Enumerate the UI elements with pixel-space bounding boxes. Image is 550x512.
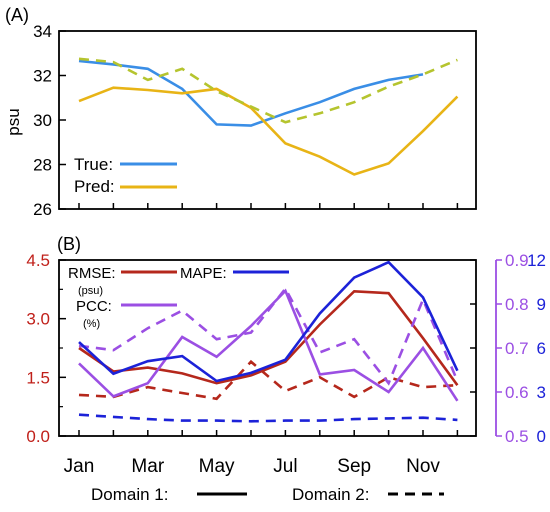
legend-pred-label: Pred: <box>74 177 115 196</box>
legend-domain2-label: Domain 2: <box>292 485 369 504</box>
panel-b: (B) 0.01.53.04.5 0.50.60.70.80.9 036912 … <box>26 234 546 504</box>
panel-a-y-ticks: 26 28 30 32 34 <box>33 22 66 219</box>
panel-a-y-tick-label: 34 <box>33 22 52 41</box>
panel-a-y-tick-label: 26 <box>33 200 52 219</box>
legend-pcc-label: PCC: <box>76 298 112 315</box>
panel-b-series-mape-domain1 <box>78 260 459 383</box>
panel-b-series-pcc-domain1 <box>78 288 459 402</box>
panel-b-series-rmse-domain1 <box>78 289 459 386</box>
panel-a-series-pred-domain1 <box>78 86 459 176</box>
panel-a-series-true <box>78 59 424 127</box>
panel-b-pcc-tick-label: 0.6 <box>505 383 529 402</box>
panel-b-x-ticks: Jan Mar May Jul Sep Nov <box>64 430 459 477</box>
panel-a: (A) psu 26 28 30 32 34 True: Pred: <box>4 5 477 219</box>
panel-a-y-tick-label: 30 <box>33 111 52 130</box>
panel-a-x-ticks <box>78 203 459 209</box>
legend-pcc-unit: (%) <box>83 318 100 330</box>
panel-b-x-tick-label: Nov <box>406 456 440 477</box>
panel-a-y-tick-label: 32 <box>33 67 52 86</box>
panel-b-pcc-tick-label: 0.7 <box>505 339 529 358</box>
panel-b-series <box>78 260 459 423</box>
panel-b-mape-tick-label: 3 <box>537 383 546 402</box>
panel-b-x-tick-label: May <box>199 456 235 477</box>
legend-rmse-label: RMSE: <box>68 265 116 282</box>
panel-b-mape-tick-label: 12 <box>527 251 546 270</box>
panel-b-series-rmse-domain2 <box>78 359 458 401</box>
panel-b-left-axis-ticks: 0.0 1.5 3.0 4.5 <box>26 251 66 446</box>
panel-b-pcc-tick-label: 0.5 <box>505 427 529 446</box>
panel-b-left-tick-label: 1.5 <box>26 368 50 387</box>
panel-b-x-tick-label: Jul <box>273 456 297 477</box>
panel-b-series-mape-domain2 <box>78 413 458 423</box>
panel-b-mape-tick-label: 9 <box>537 295 546 314</box>
legend-mape-label: MAPE: <box>180 265 227 282</box>
panel-b-x-tick-label: Sep <box>337 456 371 477</box>
panel-b-left-tick-label: 4.5 <box>26 251 50 270</box>
panel-b-label: (B) <box>57 234 81 254</box>
panel-b-legend: RMSE: (psu) PCC: (%) MAPE: <box>68 265 289 330</box>
panel-b-series-pcc-domain2 <box>78 286 459 386</box>
panel-b-mape-axis-ticks: 0 3 6 9 12 <box>470 251 546 446</box>
panel-b-left-tick-label: 3.0 <box>26 310 50 329</box>
panel-b-x-tick-label: Jan <box>64 456 95 477</box>
panel-a-series-pred-domain2 <box>78 57 458 124</box>
panel-b-x-tick-label: Mar <box>131 456 164 477</box>
panel-a-ylabel: psu <box>4 108 23 135</box>
panel-a-legend: True: Pred: <box>74 155 177 196</box>
panel-b-left-tick-label: 0.0 <box>26 427 50 446</box>
panel-a-label: (A) <box>5 5 29 25</box>
panel-b-pcc-tick-label: 0.8 <box>505 295 529 314</box>
legend-rmse-unit: (psu) <box>78 285 103 297</box>
panel-b-pcc-tick-label: 0.9 <box>505 251 529 270</box>
panel-b-pcc-axis-ticks: 0.5 0.6 0.7 0.8 0.9 <box>496 251 529 446</box>
legend-true-label: True: <box>74 155 113 174</box>
panel-a-series <box>78 57 459 176</box>
legend-domain1-label: Domain 1: <box>91 485 168 504</box>
panel-b-mape-tick-label: 0 <box>537 427 546 446</box>
panel-a-y-tick-label: 28 <box>33 156 52 175</box>
panel-b-mape-tick-label: 6 <box>537 339 546 358</box>
bottom-legend: Domain 1: Domain 2: <box>91 485 444 504</box>
